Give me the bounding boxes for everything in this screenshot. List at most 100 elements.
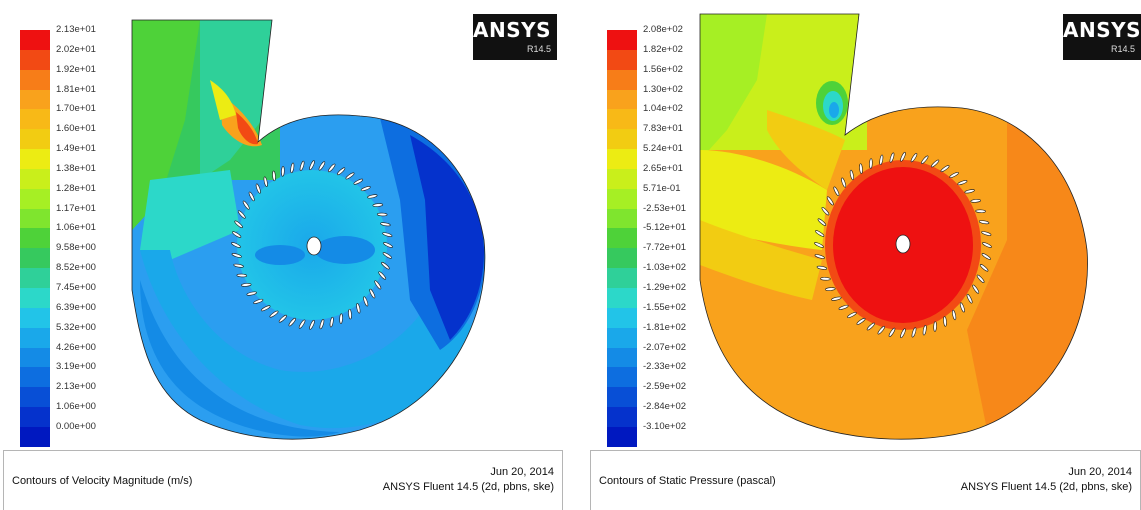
legend-tick-label: 5.71e-01 <box>643 182 681 194</box>
impeller-blade <box>369 288 376 299</box>
impeller-blade <box>921 155 929 165</box>
impeller-blade <box>978 220 990 225</box>
impeller-blade <box>975 209 986 213</box>
impeller-blade <box>847 312 857 318</box>
impeller-blade <box>900 151 906 162</box>
impeller-blade <box>319 319 325 330</box>
legend-swatch <box>20 248 50 269</box>
impeller-blade <box>957 180 968 186</box>
impeller-blade <box>825 287 836 291</box>
impeller-blade <box>336 167 346 176</box>
impeller-blade <box>972 284 980 294</box>
impeller-blade <box>979 264 989 272</box>
legend-row: 1.38e+01 <box>20 163 130 189</box>
legend-tick-label: -7.72e+01 <box>643 242 687 254</box>
impeller-blade <box>817 218 827 226</box>
legend-swatch <box>20 327 50 348</box>
impeller-blade <box>345 172 355 180</box>
impeller-blade <box>367 194 378 199</box>
legend-tick-label: 2.02e+01 <box>56 43 96 55</box>
impeller-blade <box>309 160 315 171</box>
impeller-blade <box>253 298 264 304</box>
legend-tick-label: 2.13e+00 <box>56 381 96 393</box>
impeller-blade <box>940 165 950 172</box>
legend-tick-label: 1.92e+01 <box>56 63 96 75</box>
legend-tick-label: 8.52e+00 <box>56 262 96 274</box>
impeller-blade <box>288 317 296 327</box>
legend-tick-label: 7.45e+00 <box>56 281 96 293</box>
caption-software: ANSYS Fluent 14.5 (2d, pbns, ske) <box>382 481 554 493</box>
legend-tick-label: -2.33e+02 <box>643 361 687 373</box>
impeller-blade <box>821 207 830 216</box>
impeller-blade <box>976 274 985 283</box>
impeller-blade <box>240 283 252 287</box>
impeller-blade <box>816 265 828 270</box>
impeller-blade <box>930 159 940 168</box>
velocity-panel: 2.13e+01 2.02e+01 1.92e+01 1.81e+01 1.70e+01… <box>0 0 565 510</box>
legend-tick-label: 1.38e+01 <box>56 162 96 174</box>
legend-tick-label: 5.24e+01 <box>643 143 683 155</box>
legend-swatch <box>607 69 637 90</box>
legend-swatch <box>607 188 637 209</box>
legend-row: 5.32e+00 <box>20 322 130 348</box>
legend-swatch <box>607 387 637 408</box>
legend-swatch <box>20 208 50 229</box>
legend-tick-label: -5.12e+01 <box>643 222 687 234</box>
legend-swatch <box>607 426 637 447</box>
impeller-blade <box>838 304 849 310</box>
legend-row: 2.02e+01 <box>20 44 130 70</box>
legend-swatch <box>20 168 50 189</box>
impeller-blades <box>814 151 992 339</box>
impeller-blade <box>246 291 257 296</box>
impeller-blade <box>966 293 973 304</box>
legend-row: 1.06e+01 <box>20 222 130 249</box>
legend-row: 2.13e+00 <box>20 381 130 408</box>
legend-row: 7.83e+01 <box>607 123 717 150</box>
legend-tick-label: 1.82e+02 <box>643 43 683 55</box>
legend-swatch <box>607 248 637 269</box>
pressure-contour-plot <box>699 13 1088 440</box>
legend-swatch <box>607 307 637 328</box>
legend-swatch <box>607 208 637 229</box>
impeller-blade <box>841 177 847 188</box>
legend-swatch <box>607 407 637 427</box>
legend-tick-label: -2.84e+02 <box>643 401 687 413</box>
impeller-blade <box>328 163 336 173</box>
legend-swatch <box>607 49 637 70</box>
logo-version: R14.5 <box>526 44 551 54</box>
impeller-blade <box>814 242 824 248</box>
impeller-blades <box>231 160 393 330</box>
impeller-blade <box>374 280 382 290</box>
legend-swatch <box>20 49 50 70</box>
legend-row: -7.72e+01 <box>607 242 717 269</box>
legend-swatch <box>20 407 50 427</box>
impeller-blade <box>833 186 840 197</box>
legend-tick-label: 3.19e+00 <box>56 361 96 373</box>
logo-brand: ANSYS <box>1063 18 1141 42</box>
legend-swatch <box>20 387 50 408</box>
legend-swatch <box>607 228 637 249</box>
legend-tick-label: -1.29e+02 <box>643 281 687 293</box>
legend-tick-label: -1.55e+02 <box>643 301 687 313</box>
impeller-blade <box>378 271 387 280</box>
legend-swatch <box>607 89 637 110</box>
caption-date: Jun 20, 2014 <box>490 466 554 478</box>
legend-swatch <box>20 268 50 288</box>
impeller-blade <box>382 252 392 259</box>
impeller-blade <box>299 160 305 171</box>
impeller-blade <box>231 242 241 248</box>
impeller-blade <box>866 322 876 331</box>
impeller-blade <box>900 328 906 339</box>
impeller-blade <box>820 277 831 281</box>
legend-row: 1.81e+01 <box>20 84 130 110</box>
legend-swatch <box>20 367 50 388</box>
impeller-blade <box>981 253 991 260</box>
impeller-blade <box>910 153 918 163</box>
impeller-blade <box>859 163 863 174</box>
impeller-blade <box>952 309 957 321</box>
legend-tick-label: 0.00e+00 <box>56 420 96 432</box>
legend-row: 8.52e+00 <box>20 262 130 288</box>
legend-swatch <box>20 307 50 328</box>
ansys-logo: ANSYS R14.5 <box>1063 14 1141 60</box>
impeller-blade <box>815 230 825 237</box>
